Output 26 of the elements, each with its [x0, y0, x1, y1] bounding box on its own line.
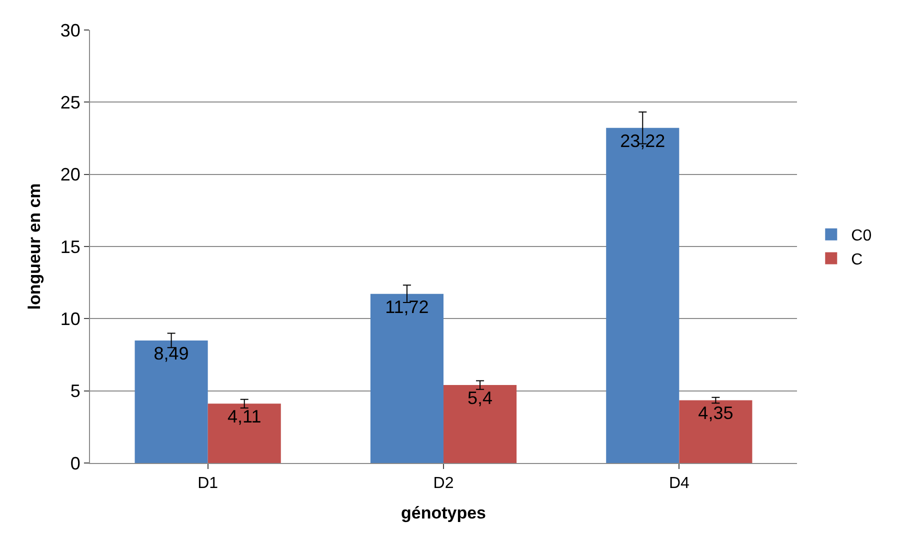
y-tick-label: 10 — [60, 308, 80, 329]
data-label: 11,72 — [385, 296, 429, 317]
y-tick-label: 30 — [60, 20, 80, 40]
legend-label: C0 — [851, 228, 872, 245]
y-tick-label: 5 — [70, 381, 80, 402]
bar — [134, 340, 208, 463]
legend-label: C — [851, 251, 863, 268]
y-axis-title: longueur en cm — [24, 183, 44, 310]
x-tick-label: D4 — [668, 475, 690, 492]
x-tick-label: D2 — [433, 475, 454, 492]
y-tick-label: 25 — [60, 92, 80, 112]
bar — [208, 404, 281, 463]
bar — [606, 128, 680, 463]
x-axis-title: génotypes — [400, 504, 486, 523]
bar — [444, 385, 517, 463]
bar — [370, 294, 444, 463]
y-tick-label: 0 — [70, 453, 80, 474]
data-label: 5,4 — [468, 388, 493, 408]
data-label: 8,49 — [154, 343, 189, 364]
data-label: 4,35 — [698, 403, 734, 424]
data-label: 23,22 — [620, 130, 666, 151]
y-tick-label: 15 — [60, 236, 80, 257]
data-label: 4,11 — [228, 406, 262, 427]
x-tick-label: D1 — [198, 475, 218, 492]
bar — [679, 400, 752, 463]
y-tick-label: 20 — [60, 164, 80, 185]
